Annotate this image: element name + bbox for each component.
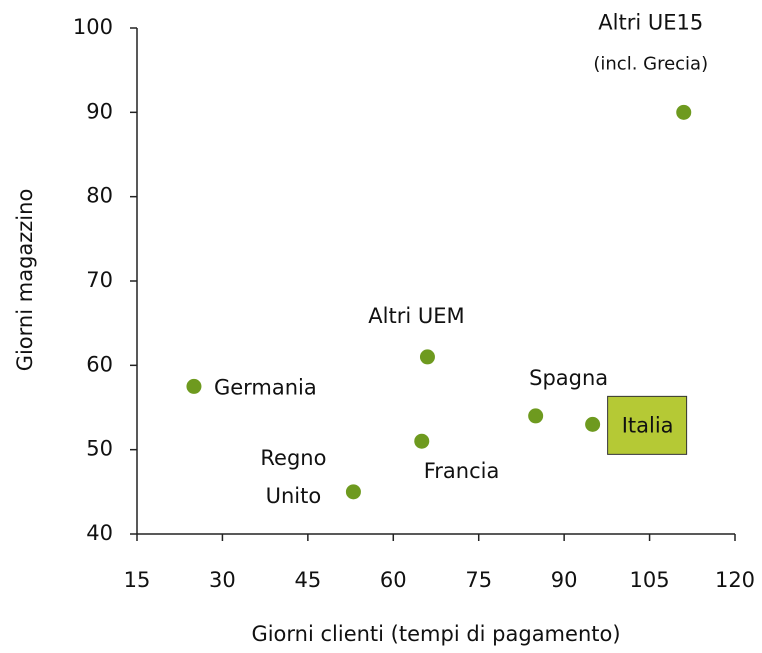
y-tick-label: 50 <box>86 437 113 461</box>
point-label: Regno <box>260 446 326 470</box>
point <box>345 484 361 500</box>
point <box>585 416 601 432</box>
x-tick-label: 15 <box>124 568 151 592</box>
label-highlight <box>607 395 688 455</box>
y-tick-label: 100 <box>73 15 113 39</box>
point <box>186 378 202 394</box>
x-tick-label: 75 <box>465 568 492 592</box>
y-tick-label: 70 <box>86 268 113 292</box>
point-label: Altri UE15 <box>598 10 703 34</box>
x-tick-label: 105 <box>630 568 670 592</box>
point-label: (incl. Grecia) <box>593 53 708 74</box>
point-label: Francia <box>424 459 500 483</box>
x-tick-label: 30 <box>209 568 236 592</box>
point-label: Italia <box>622 413 674 437</box>
x-tick-label: 90 <box>551 568 578 592</box>
x-axis-title: Giorni clienti (tempi di pagamento) <box>251 622 620 646</box>
point-label: Spagna <box>529 366 608 390</box>
point <box>676 104 692 120</box>
point-label: Germania <box>214 375 317 399</box>
point <box>419 349 435 365</box>
point <box>414 433 430 449</box>
point-label: Unito <box>266 484 322 508</box>
y-tick-label: 90 <box>86 99 113 123</box>
x-tick-label: 60 <box>380 568 407 592</box>
point <box>528 408 544 424</box>
y-tick-label: 40 <box>86 521 113 545</box>
y-axis-title: Giorni magazzino <box>13 189 37 372</box>
point-label: Altri UEM <box>368 304 464 328</box>
y-tick-label: 60 <box>86 352 113 376</box>
y-tick-label: 80 <box>86 184 113 208</box>
x-tick-label: 120 <box>715 568 755 592</box>
x-tick-label: 45 <box>294 568 321 592</box>
